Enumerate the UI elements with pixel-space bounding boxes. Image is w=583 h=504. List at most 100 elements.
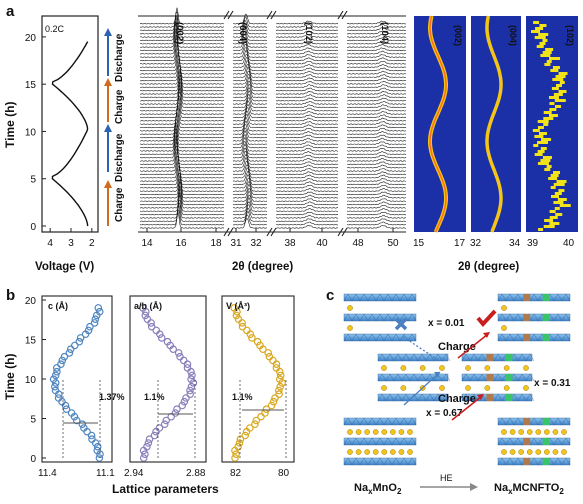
lattice-y-ticks: 0 5 10 15 20 [25, 296, 46, 465]
na-ion [419, 365, 426, 371]
lattice-point [187, 382, 196, 391]
c-tick-1: 11.4 [38, 468, 57, 479]
xrd-pattern [139, 107, 407, 125]
map-102-blob [554, 192, 562, 195]
lattice-point [272, 364, 281, 372]
lattice-point [243, 326, 251, 335]
lattice-point [261, 409, 269, 417]
lattice-point [253, 337, 262, 346]
map-102-blob [537, 162, 549, 165]
octahedron-edge [505, 333, 515, 342]
octahedron-edge [561, 417, 571, 426]
lattice-point [93, 446, 102, 455]
octahedron-edge [377, 393, 387, 402]
lattice-point [152, 326, 161, 335]
voltage-x-tick-label: 3 [68, 238, 74, 249]
xrd-pattern [139, 145, 407, 162]
na-ion [544, 449, 550, 455]
na-ion [552, 429, 559, 435]
octahedron-edge [375, 417, 385, 426]
na-ion [400, 365, 407, 371]
map-102-blob [533, 21, 540, 24]
mno2-slab [497, 293, 571, 302]
lattice-point [66, 345, 75, 354]
na-ion [509, 429, 516, 435]
octahedron-edge [525, 393, 535, 402]
lattice-point [171, 409, 180, 417]
octahedron-edge [391, 417, 401, 426]
na-ion [381, 385, 387, 391]
map-102-blob [556, 180, 567, 183]
octahedron-edge [399, 457, 409, 466]
lattice-point [141, 450, 149, 459]
octahedron-edge [383, 437, 393, 446]
xrd-pattern [139, 164, 407, 182]
octahedron-edge [383, 417, 393, 426]
lattice-point [232, 450, 240, 459]
xrd-x-tick-label: 32 [250, 238, 262, 249]
discharge-label-1: Discharge [114, 133, 125, 182]
octahedron-edge [561, 333, 571, 342]
octahedron-edge [367, 333, 377, 342]
xrd-pattern [139, 124, 407, 142]
octahedron-edge [375, 293, 385, 302]
dopant-site [523, 418, 531, 425]
map-004-trace [485, 15, 503, 233]
lattice-point [65, 349, 74, 357]
lattice-point [276, 371, 285, 380]
axis-breaks [223, 10, 348, 237]
lattice-y-tick-label: 10 [25, 375, 37, 386]
lattice-plots: 0 5 10 15 20 c (Å) a/b (Å) V (Å³) 1.37% 1.1%… [3, 295, 295, 496]
xrd-pattern [139, 71, 407, 88]
lattice-y-tick-label: 5 [30, 415, 36, 426]
octahedron-edge [393, 353, 403, 362]
map-004 [471, 16, 521, 232]
map-102-blob [532, 129, 540, 132]
octahedron-edge [391, 437, 401, 446]
cross-icon [394, 317, 408, 331]
lattice-point [236, 435, 245, 444]
octahedron-edge [469, 373, 479, 382]
octahedron-edge [497, 293, 507, 302]
mno2-slab [497, 437, 571, 446]
map-102-blob [552, 66, 560, 69]
octahedron-edge [469, 393, 479, 402]
na-ion [535, 449, 542, 455]
octahedron-edge [433, 353, 443, 362]
octahedron-edge [399, 313, 409, 322]
octahedron-edge [399, 437, 409, 446]
map-102-blob [538, 228, 544, 231]
voltage-axis-label: Voltage (V) [35, 261, 94, 273]
xrd-pattern [140, 81, 407, 99]
mno2-slab [497, 457, 571, 466]
lattice-series [49, 304, 287, 462]
map-102-blob [555, 84, 562, 87]
octahedron-edge [477, 353, 487, 362]
map-tick-34: 34 [509, 238, 521, 249]
lattice-point [157, 334, 166, 342]
octahedron-edge [497, 313, 507, 322]
octahedron-edge [391, 457, 401, 466]
octahedron-edge [513, 313, 523, 322]
lattice-point [230, 304, 239, 312]
panel-c-annotations: x = 0.01 x = 0.31 x = 0.67 Charge Charge… [354, 309, 571, 496]
map-102-blob [552, 78, 564, 81]
octahedron-edge [505, 313, 515, 322]
map-102-blob [552, 171, 560, 174]
xrd-pattern [139, 175, 407, 192]
lattice-point [275, 390, 283, 399]
map-102-blob [545, 48, 554, 51]
lattice-point [95, 454, 104, 462]
xrd-pattern [139, 135, 407, 152]
octahedron-edge [401, 353, 411, 362]
octahedron-edge [497, 457, 507, 466]
lattice-point [173, 405, 181, 414]
xrd-pattern [139, 97, 407, 115]
lattice-point [53, 367, 61, 376]
xrd-x-tick-label: 38 [284, 238, 296, 249]
lattice-point [187, 367, 195, 376]
lattice-point [238, 319, 246, 327]
map-102-blob [553, 93, 563, 96]
na-ion [523, 385, 529, 391]
xrd-pattern [139, 168, 407, 186]
